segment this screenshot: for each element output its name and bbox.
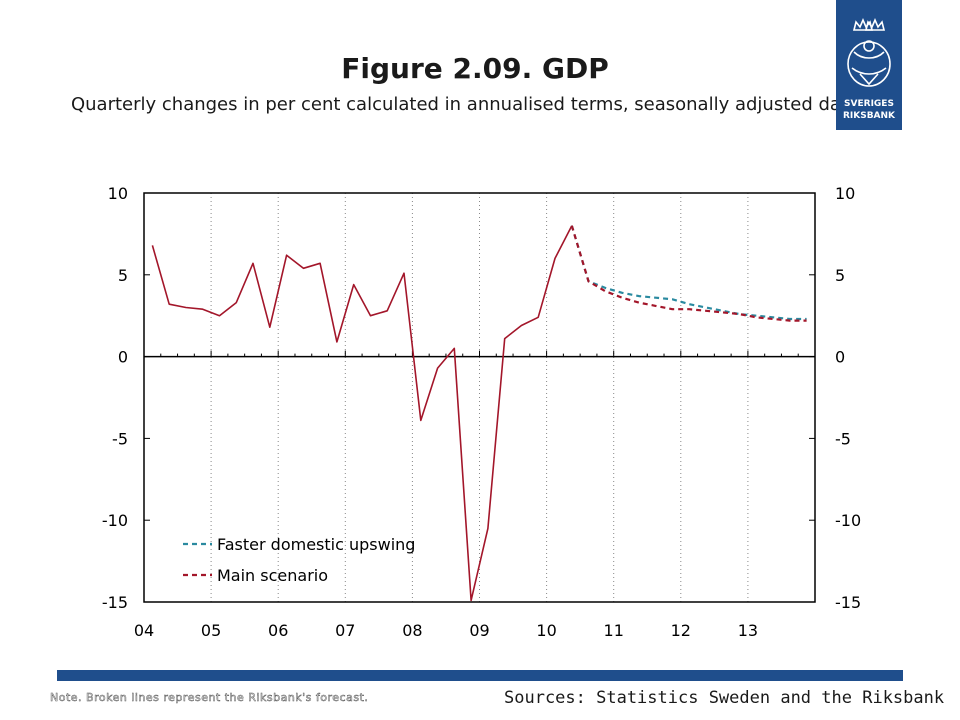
x-tick-label: 07 — [335, 621, 355, 640]
x-tick-label: 11 — [604, 621, 624, 640]
crown-emblem-icon — [847, 17, 891, 87]
series-line-outcome — [151, 225, 573, 602]
y-tick-label-right: 10 — [835, 184, 855, 203]
x-tick-label: 12 — [671, 621, 691, 640]
series-line-main-scenario — [570, 225, 807, 322]
footnote: Note. Broken lines represent the Riksban… — [50, 691, 369, 705]
gdp-line-chart: 10 10 5 5 0 0 -5 -5 -10 -10 -15 -15 04 05 06 07 08 09 10 11… — [102, 184, 861, 640]
logo-text-line2: RIKSBANK — [842, 111, 896, 121]
y-tick-label-right: -5 — [835, 429, 851, 448]
y-tick-label-left: 5 — [118, 266, 128, 285]
footer-bar — [57, 670, 903, 681]
sources-text: Sources: Statistics Sweden and the Riksb… — [504, 688, 945, 708]
legend-label: Main scenario — [217, 566, 328, 585]
legend-label: Faster domestic upswing — [217, 535, 415, 554]
x-tick-label: 05 — [201, 621, 221, 640]
x-tick-label: 09 — [469, 621, 489, 640]
chart-subtitle: Quarterly changes in per cent calculated… — [70, 94, 860, 115]
y-tick-label-left: -15 — [102, 593, 128, 612]
y-tick-label-left: 10 — [108, 184, 128, 203]
x-tick-label: 10 — [536, 621, 556, 640]
chart-title: Figure 2.09. GDP — [341, 52, 609, 85]
x-tick-label: 04 — [134, 621, 154, 640]
riksbank-logo: SVERIGES RIKSBANK — [836, 0, 902, 130]
y-tick-label-right: -10 — [835, 511, 861, 530]
y-tick-label-right: 5 — [835, 266, 845, 285]
x-tick-label: 13 — [738, 621, 758, 640]
y-tick-label-left: -5 — [112, 429, 128, 448]
y-tick-label-left: 0 — [118, 348, 128, 367]
x-tick-label: 06 — [268, 621, 288, 640]
y-tick-label-right: -15 — [835, 593, 861, 612]
logo-text-line1: SVERIGES — [844, 99, 894, 109]
series-line-faster-domestic-upswing — [570, 225, 807, 321]
x-tick-label: 08 — [402, 621, 422, 640]
plot-frame — [143, 192, 816, 603]
y-tick-label-left: -10 — [102, 511, 128, 530]
y-tick-label-right: 0 — [835, 348, 845, 367]
